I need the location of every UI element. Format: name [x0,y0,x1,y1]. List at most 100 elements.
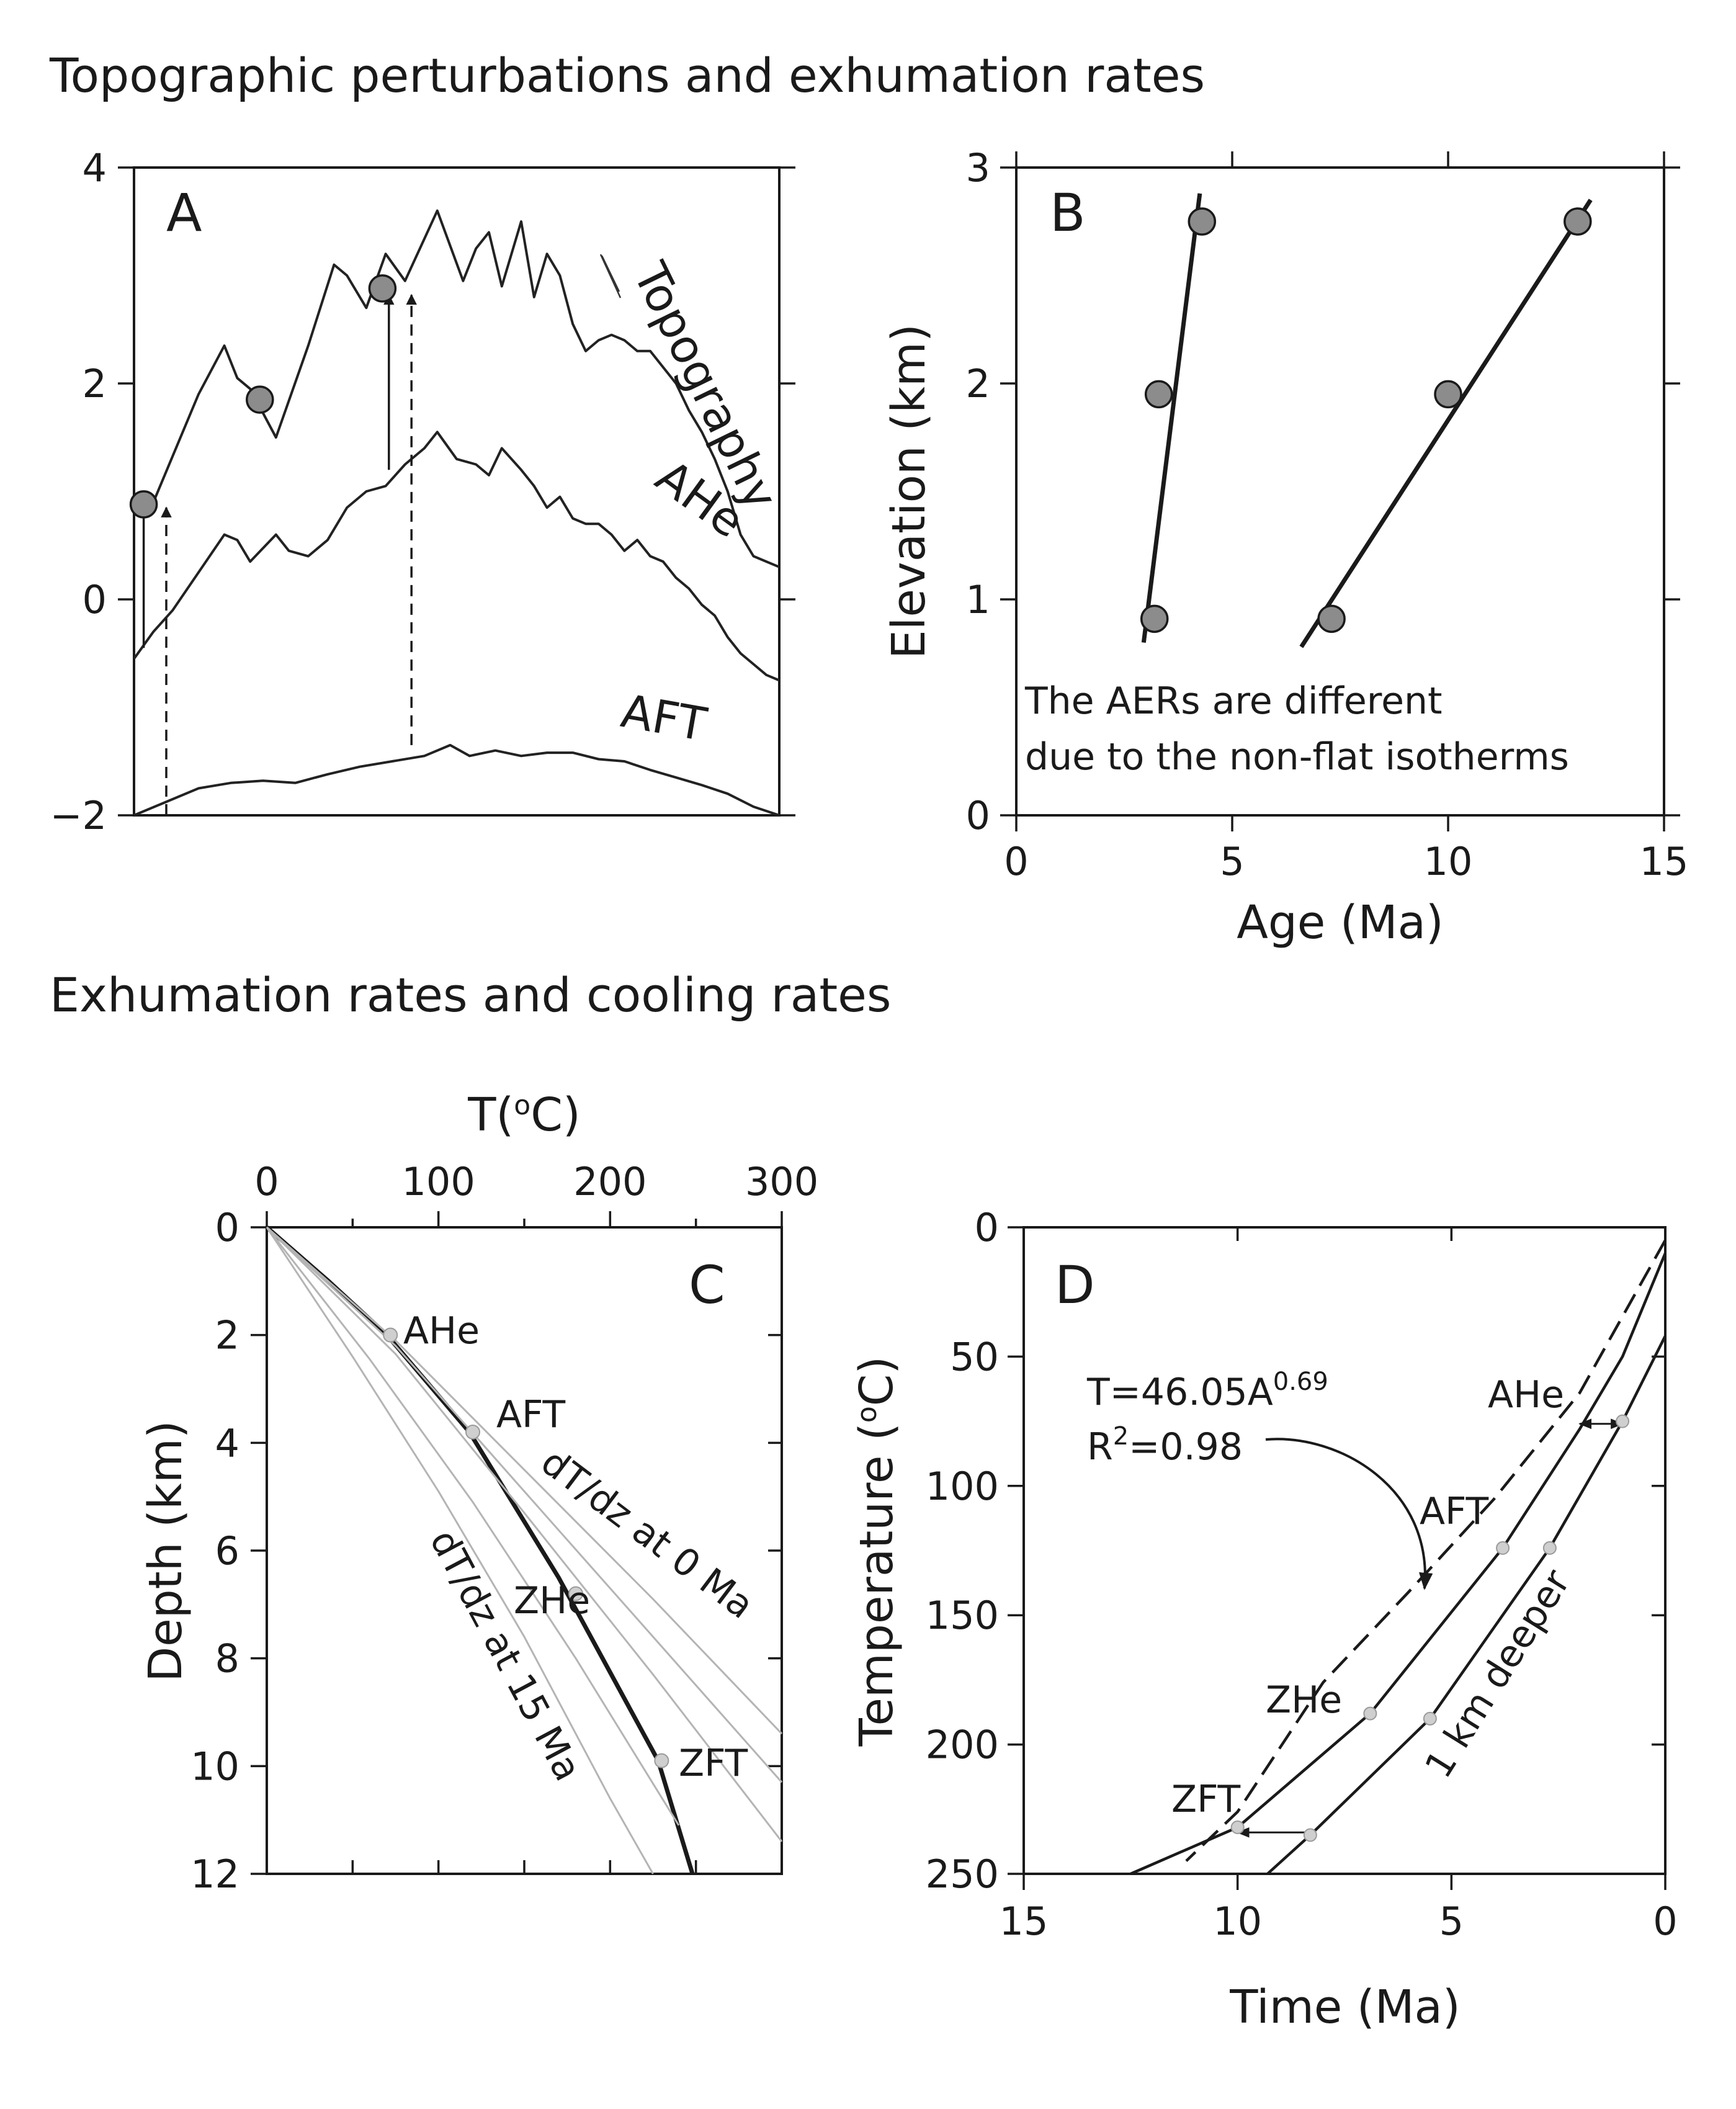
panel-d-frame [1022,1226,1667,1875]
section-title-top: Topographic perturbations and exhumation… [49,48,1205,103]
section-title-bottom: Exhumation rates and cooling rates [50,967,892,1023]
d-x-tick-label-2: 5 [1439,1899,1464,1944]
d-zhe-label: ZHe [1266,1678,1342,1722]
d-bead-0 [1616,1414,1630,1428]
panel-b-y-title: Elevation (km) [882,324,936,659]
b-x-tick-label-0: 0 [1004,839,1028,884]
b-x-tick-label-2: 10 [1424,839,1473,884]
c-zhe-label: ZHe [514,1579,590,1623]
a-y-tick-label-3: −2 [50,793,107,838]
a-sample-point-0 [129,490,158,519]
c-bead-ahe [383,1327,398,1343]
panel-a-frame [133,166,781,817]
c-curve-3 [266,1226,783,1842]
b-point-1-1 [1434,380,1462,409]
a-y-tick-label-1: 2 [83,361,107,406]
d-bead-4 [1423,1711,1437,1726]
d-y-tick-label-5: 250 [926,1852,999,1897]
d-aft-label: AFT [1420,1490,1489,1533]
b-y-tick-label-1: 1 [966,577,990,622]
d-zft-label: ZFT [1171,1778,1241,1821]
c-y-tick-label-0: 0 [215,1205,239,1250]
b-point-1-0 [1317,604,1346,634]
panel-a-tick-labels: 4 2 0 −2 [50,145,107,838]
b-point-0-2 [1188,207,1217,236]
a-y-tick-label-0: 4 [83,145,107,190]
profile-ahe [133,431,780,682]
d-curve-0 [1185,1239,1667,1862]
panel-a-profiles [133,209,780,817]
d-ahe-label: AHe [1488,1373,1564,1417]
panel-b-x-title: Age (Ma) [1237,896,1444,949]
a-y-tick-label-2: 0 [83,577,107,622]
panel-a-arrows [138,293,417,815]
b-point-1-2 [1564,207,1592,236]
b-x-tick-label-3: 15 [1640,839,1689,884]
equation-pointer-arrow [1265,1438,1433,1590]
d-x-tick-label-3: 0 [1653,1899,1677,1944]
panel-b-ticks [1000,151,1680,831]
c-curve-1 [266,1226,783,1735]
d-y-tick-label-3: 150 [926,1593,999,1638]
b-y-tick-label-2: 2 [966,361,990,406]
panel-c-y-title: Depth (km) [139,1420,192,1682]
c-bead-zft [654,1753,669,1768]
d-y-tick-label-1: 50 [950,1334,999,1379]
panel-b-samples [1140,207,1592,634]
panel-b-letter: B [1050,182,1086,243]
c-curve-5 [266,1227,654,1874]
b-y-tick-label-3: 3 [966,145,990,190]
panel-a-letter: A [166,182,202,243]
d-y-tick-label-0: 0 [975,1205,999,1250]
c-x-tick-label-0: 0 [254,1159,279,1204]
panel-c-tick-labels: 0 100 200 300 0 2 4 6 8 10 12 [190,1159,818,1897]
panel-d-letter: D [1055,1255,1095,1315]
fit-r-squared: R2=0.98 [1087,1422,1243,1469]
panel-c-x-title: T(oC) [467,1088,581,1142]
b-x-tick-label-1: 5 [1220,839,1244,884]
d-x-tick-label-0: 15 [1000,1899,1049,1944]
panel-d-closure-points [1230,1414,1630,1842]
d-bead-6 [1303,1828,1317,1842]
panel-b-frame [1015,166,1665,817]
c-y-tick-label-4: 8 [215,1636,239,1681]
panel-b-tick-labels: 0 5 10 15 0 1 2 3 [966,145,1689,884]
c-curve-4 [266,1227,680,1826]
c-y-tick-label-5: 10 [190,1744,239,1789]
c-bead-zhe [568,1586,583,1601]
c-x-tick-label-1: 100 [401,1159,475,1204]
panel-c-ticks [251,1211,783,1875]
c-y-tick-label-2: 4 [215,1420,239,1466]
panel-a-samples [129,274,397,519]
fit-equation: T=46.05A0.69 [1086,1368,1328,1414]
c-y-tick-label-3: 6 [215,1528,239,1574]
c-x-tick-label-3: 300 [745,1159,818,1204]
b-y-tick-label-0: 0 [966,793,990,838]
d-bead-2 [1542,1541,1557,1555]
d-curve-2 [1266,1335,1667,1875]
aer-note-line1: The AERs are different [1024,679,1443,723]
topography-leader [599,254,622,298]
d-bead-5 [1230,1820,1245,1834]
aer-note-line2: due to the non-flat isotherms [1025,735,1569,779]
b-fit-line-1 [1299,199,1593,648]
d-y-tick-label-4: 200 [926,1722,999,1768]
c-aft-label: AFT [496,1393,566,1436]
c-zft-label: ZFT [679,1742,748,1785]
panel-d-x-title: Time (Ma) [1229,1981,1461,2034]
panel-a: 420−2 A Topography AHe AFT [50,145,795,838]
a-sample-point-1 [246,385,274,414]
b-point-0-1 [1144,380,1173,409]
panel-c-closure-points [383,1327,669,1768]
c-x-tick-label-2: 200 [573,1159,647,1204]
d-bead-1 [1496,1541,1510,1555]
panel-d-y-title: Temperature (oC) [850,1356,903,1747]
d-y-tick-label-2: 100 [926,1464,999,1509]
profile-aft [133,743,780,817]
profile-topography [133,209,780,568]
aft-label: AFT [617,684,711,752]
c-y-tick-label-6: 12 [190,1852,239,1897]
